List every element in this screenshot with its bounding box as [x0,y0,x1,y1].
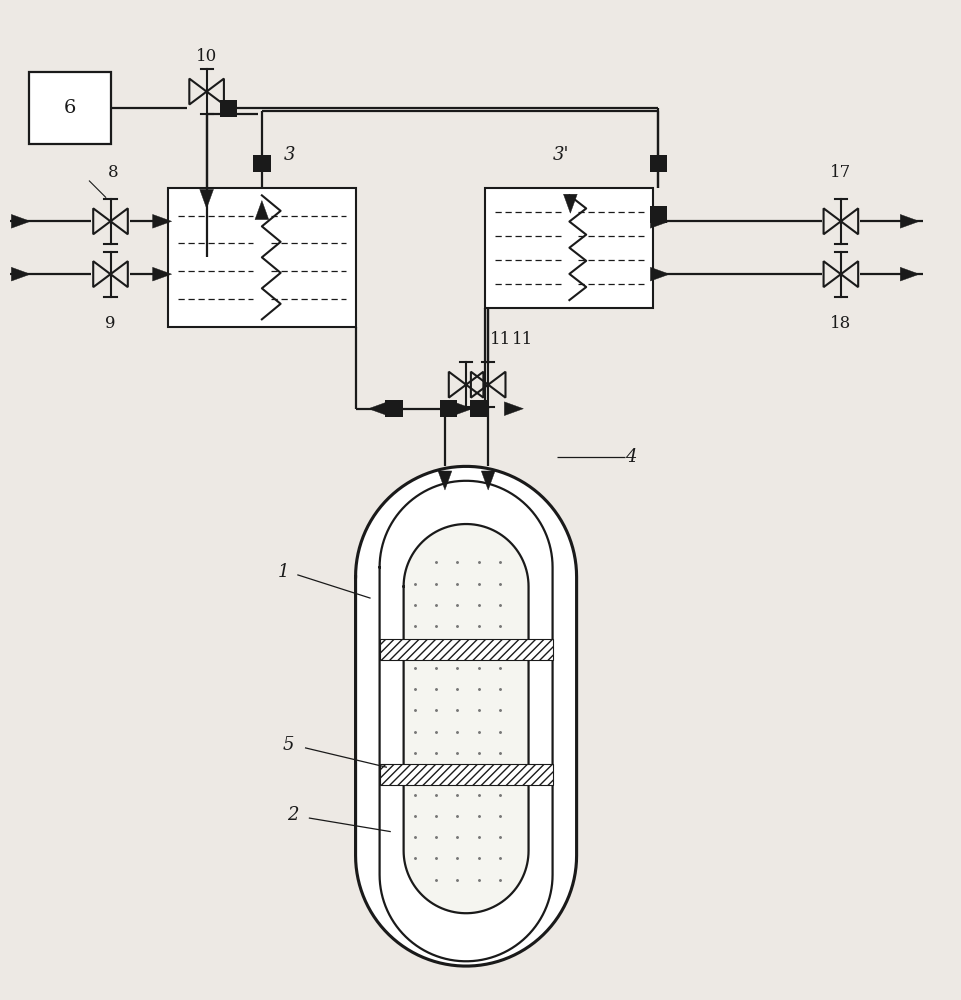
Polygon shape [368,402,387,416]
Polygon shape [470,400,487,417]
Polygon shape [650,206,667,223]
Polygon shape [650,155,667,172]
Text: 3': 3' [553,146,569,164]
Polygon shape [220,100,237,117]
Text: 2: 2 [287,806,299,824]
Polygon shape [505,402,524,416]
Polygon shape [385,400,403,417]
Bar [380,639,553,660]
Text: 11: 11 [512,331,533,348]
Text: 11: 11 [490,331,511,348]
Polygon shape [900,214,920,228]
Text: 10: 10 [196,48,217,65]
Text: 3: 3 [284,146,296,164]
Polygon shape [563,194,578,213]
Polygon shape [454,402,473,416]
Polygon shape [900,267,920,281]
Polygon shape [12,267,31,281]
Polygon shape [481,471,495,490]
Bar [29,72,111,144]
Polygon shape [651,214,670,228]
Text: 4: 4 [625,448,636,466]
Bar [485,188,653,308]
Text: 18: 18 [830,315,851,332]
Text: 17: 17 [830,164,851,181]
Text: 6: 6 [63,99,76,117]
Polygon shape [255,201,269,220]
Polygon shape [651,267,670,281]
Text: 8: 8 [108,164,119,181]
Text: 9: 9 [106,315,115,332]
Polygon shape [153,267,172,281]
Polygon shape [153,214,172,228]
Text: 1: 1 [278,563,289,581]
Polygon shape [404,524,529,913]
Polygon shape [440,400,457,417]
Bar [168,188,356,327]
Polygon shape [380,481,553,961]
Polygon shape [253,155,271,172]
Bar [380,764,553,785]
Polygon shape [438,471,452,490]
Polygon shape [467,402,486,416]
Polygon shape [200,189,213,208]
Text: 5: 5 [283,736,294,754]
Polygon shape [356,466,577,966]
Polygon shape [12,214,31,228]
